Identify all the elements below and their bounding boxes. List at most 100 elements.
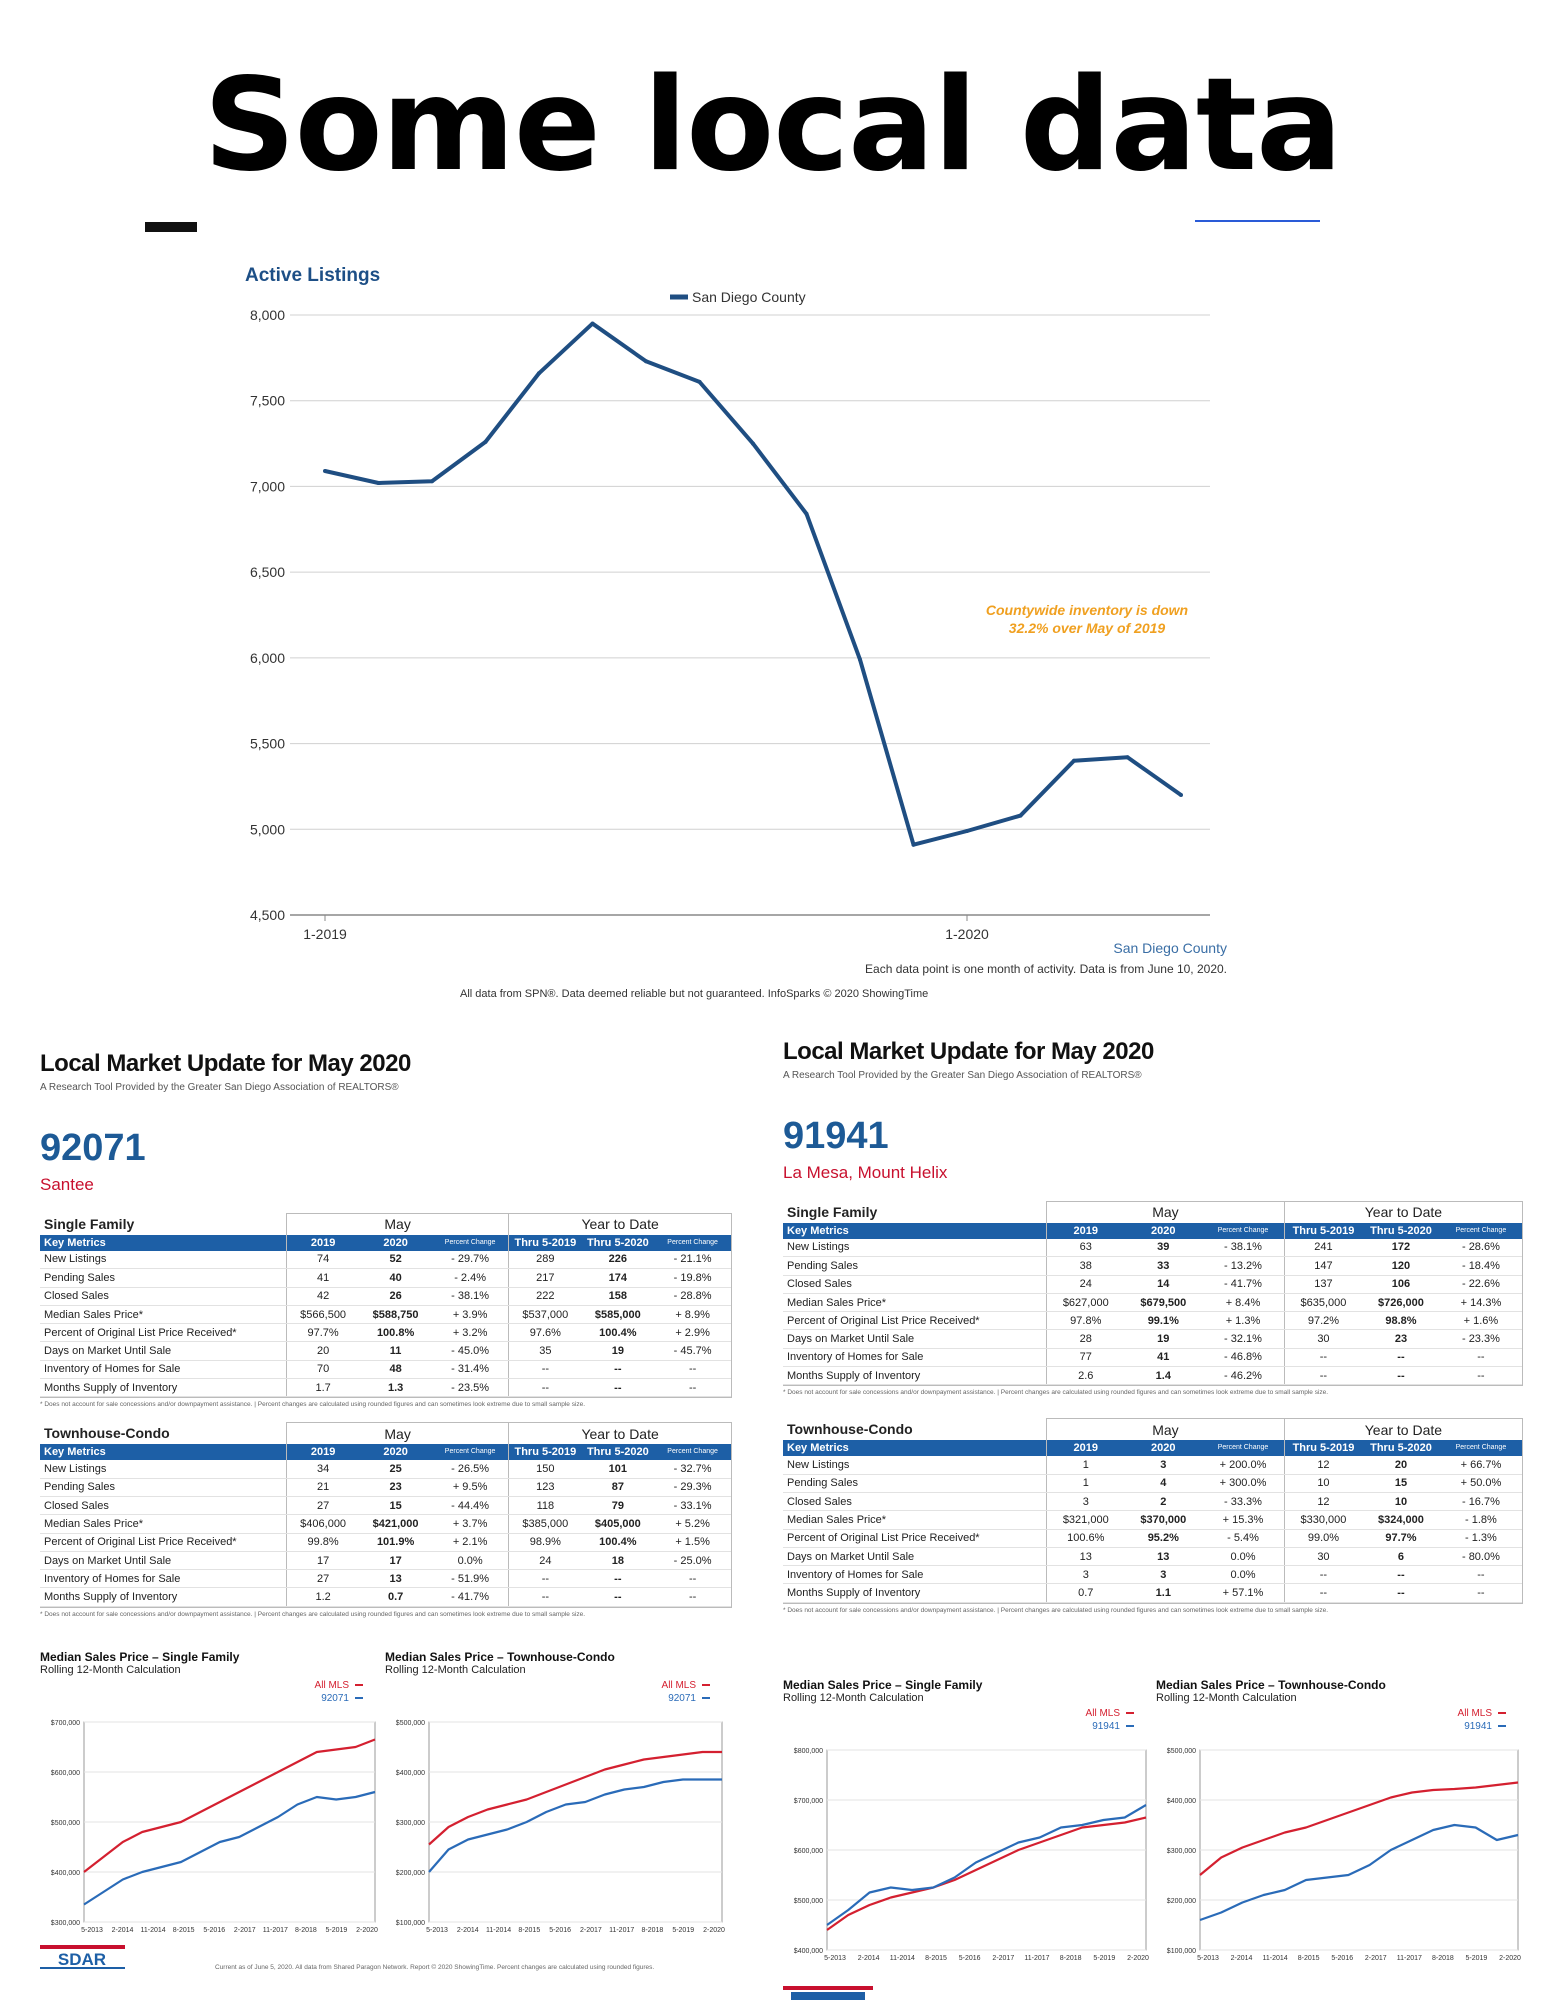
table-cell: 1 [1046, 1474, 1125, 1493]
table-cell: 77 [1046, 1348, 1125, 1368]
table-cell: 40 [359, 1268, 432, 1288]
mini-chart-subtitle: Rolling 12-Month Calculation [385, 1664, 526, 1676]
zip-code: 92071 [40, 1127, 146, 1169]
table-cell: 26 [359, 1287, 432, 1306]
table-cell: 0.0% [431, 1551, 509, 1571]
column-header: Thru 5-2019 [508, 1443, 582, 1460]
column-header: Percent Change [1439, 1439, 1522, 1456]
x-tick-label: 8-2015 [518, 1927, 540, 1934]
data-point [376, 481, 381, 485]
table-cell: 137 [1283, 1275, 1363, 1294]
table-cell: + 200.0% [1202, 1455, 1285, 1475]
table-cell: $421,000 [359, 1514, 432, 1534]
table-row: Pending Sales 41 40- 2.4% 217 174- 19.8% [40, 1268, 731, 1288]
table-row: Inventory of Homes for Sale 3 3 0.0% -- -- -- [783, 1565, 1522, 1585]
table-cell: 13 [1124, 1547, 1203, 1567]
table-cell: 99.0% [1283, 1529, 1363, 1548]
table-cell: 33 [1124, 1256, 1203, 1276]
series-line-san-diego-county [324, 321, 1183, 847]
table-row: Closed Sales 42 26- 38.1% 222 158- 28.8% [40, 1287, 731, 1306]
table-cell: Pending Sales [40, 1478, 287, 1497]
table-row: Months Supply of Inventory 0.7 1.1 + 57.1% -… [783, 1583, 1522, 1603]
mini-chart-plot: All MLS 92071 $100,000 $200,000 $300,000 $400… [396, 1680, 725, 1934]
column-header: 2020 [1124, 1439, 1203, 1456]
table-cell: - 51.9% [431, 1569, 509, 1589]
table-cell: $324,000 [1362, 1510, 1440, 1530]
y-tick-label: $100,000 [396, 1920, 425, 1927]
table-cell: 1.7 [286, 1378, 360, 1398]
table-cell: 13 [359, 1569, 432, 1589]
legend-label: All MLS [1458, 1708, 1493, 1719]
table-cell: 100.4% [581, 1323, 655, 1343]
table-cell: New Listings [40, 1459, 287, 1479]
chart-note: Each data point is one month of activity… [865, 962, 1227, 976]
table-cell: -- [1439, 1366, 1522, 1386]
y-tick-label: $400,000 [1167, 1798, 1196, 1805]
mini-chart-plot: All MLS 92071 $300,000 $400,000 $500,000 $600… [51, 1680, 378, 1934]
table-row: Pending Sales 1 4 + 300.0% 10 15 + 50.0% [783, 1474, 1522, 1493]
table-cell: - 45.7% [654, 1341, 731, 1361]
table-cell: Pending Sales [783, 1474, 1047, 1493]
table-cell: - 38.1% [1202, 1238, 1285, 1258]
table-cell: -- [508, 1360, 582, 1380]
table-row: Inventory of Homes for Sale 27 13- 51.9% --… [40, 1569, 731, 1589]
y-tick-label: $400,000 [51, 1870, 80, 1877]
table-cell: 98.9% [508, 1533, 582, 1552]
table-cell: 27 [286, 1569, 360, 1589]
table-section-title: Single Family [40, 1213, 287, 1235]
table-cell: 10 [1362, 1492, 1440, 1512]
median-price-chart: Median Sales Price – Single Family Rollin… [40, 1650, 385, 1960]
table-cell: -- [508, 1378, 582, 1398]
table-cell: + 2.9% [654, 1323, 731, 1343]
column-header: Thru 5-2020 [581, 1443, 655, 1460]
y-tick-label: $500,000 [794, 1898, 823, 1905]
source-label: San Diego County [1113, 940, 1227, 956]
table-cell: -- [1362, 1366, 1440, 1386]
table-cell: 98.8% [1362, 1311, 1440, 1331]
column-header: 2020 [359, 1234, 432, 1251]
table-cell: - 41.7% [431, 1587, 509, 1607]
x-tick-label: 11-2014 [890, 1955, 915, 1962]
table-cell: 70 [286, 1360, 360, 1380]
table-cell: $406,000 [286, 1514, 360, 1534]
x-tick-label: 5-2016 [203, 1927, 225, 1934]
column-header: Percent Change [431, 1443, 509, 1460]
column-header: 2019 [1046, 1222, 1125, 1239]
table-cell: 222 [508, 1287, 582, 1306]
median-price-chart: Median Sales Price – Single Family Rollin… [783, 1678, 1156, 1988]
x-tick-label: 11-2014 [1263, 1955, 1288, 1962]
table-cell: -- [1283, 1583, 1363, 1603]
y-tick-label: 5,000 [250, 821, 285, 837]
table-row: Percent of Original List Price Received*… [40, 1323, 731, 1343]
column-header: 2020 [359, 1443, 432, 1460]
table-cell: -- [654, 1587, 731, 1607]
table-cell: 24 [1046, 1275, 1125, 1294]
mini-chart-title: Median Sales Price – Single Family [783, 1678, 983, 1692]
table-cell: - 45.0% [431, 1341, 509, 1361]
table-cell: - 22.6% [1439, 1275, 1522, 1294]
column-header: Thru 5-2020 [1362, 1439, 1440, 1456]
area-name: La Mesa, Mount Helix [783, 1163, 948, 1182]
mini-chart-subtitle: Rolling 12-Month Calculation [783, 1692, 924, 1704]
column-header: Percent Change [654, 1443, 731, 1460]
x-tick-label: 5-2019 [1093, 1955, 1115, 1962]
series-line-zip [428, 1778, 722, 1873]
x-tick-label: 2-2017 [580, 1927, 602, 1934]
table-row: Median Sales Price* $566,500 $588,750 + 3.9… [40, 1305, 731, 1325]
y-tick-label: 5,500 [250, 736, 285, 752]
table-cell: - 18.4% [1439, 1256, 1522, 1276]
table-cell: - 29.7% [431, 1250, 509, 1270]
data-point [644, 359, 648, 364]
column-header: Key Metrics [783, 1439, 1047, 1456]
table-cell: 12 [1283, 1492, 1363, 1512]
table-cell: 97.7% [1362, 1529, 1440, 1548]
column-header: Thru 5-2019 [508, 1234, 582, 1251]
table-cell: 97.8% [1046, 1311, 1125, 1331]
table-row: Days on Market Until Sale 20 11- 45.0% 35 19… [40, 1341, 731, 1361]
mini-chart-title: Median Sales Price – Townhouse-Condo [1156, 1678, 1386, 1692]
x-tick-label: 2-2017 [234, 1927, 256, 1934]
mini-chart-title: Median Sales Price – Single Family [40, 1650, 240, 1664]
table-footnote: * Does not account for sale concessions … [783, 1389, 1329, 1397]
table-cell: - 5.4% [1202, 1529, 1285, 1548]
table-cell: 289 [508, 1250, 582, 1270]
